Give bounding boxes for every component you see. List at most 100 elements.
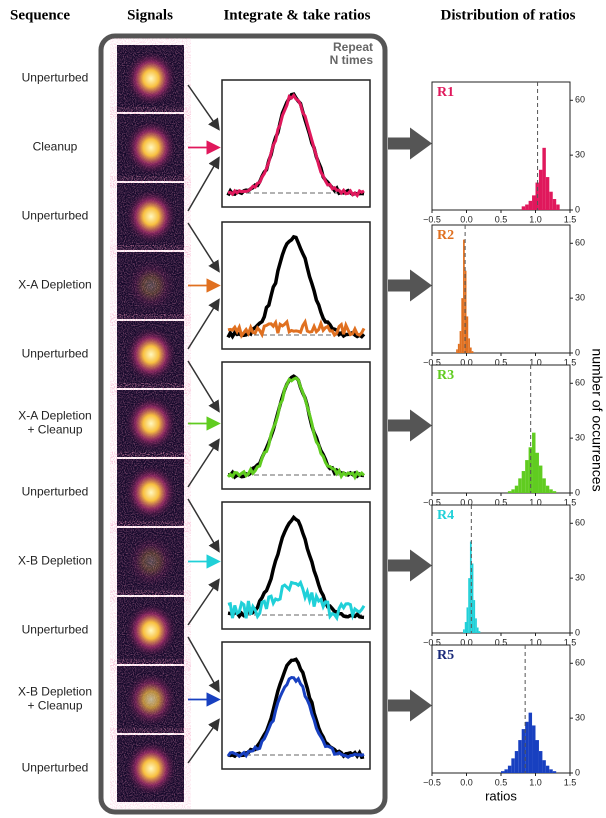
x-tick-label: 1.5	[564, 357, 577, 367]
y-tick-label: 0	[575, 487, 580, 497]
histogram-bar	[466, 607, 469, 633]
x-tick-label: −0.5	[423, 357, 441, 367]
image-blob	[125, 395, 177, 452]
y-tick-label: 0	[575, 347, 580, 357]
sequence-label: + Cleanup	[27, 423, 82, 437]
histogram-bar	[507, 491, 512, 493]
histogram-bar	[469, 347, 472, 353]
y-tick-label: 60	[575, 658, 585, 668]
y-tick-label: 30	[575, 433, 585, 443]
image-blob	[125, 602, 177, 659]
histogram-bar	[468, 578, 470, 633]
histogram-bar	[469, 541, 472, 633]
arrow	[187, 578, 220, 626]
histogram-bar	[521, 471, 526, 493]
y-tick-label: 60	[575, 518, 585, 528]
histogram-bar	[507, 765, 512, 773]
trace-panel	[221, 361, 371, 490]
histogram-bar	[535, 452, 539, 493]
histogram-bar	[538, 169, 543, 210]
histogram-bar	[463, 239, 465, 353]
histogram-bar	[549, 489, 553, 493]
histogram-bar	[518, 740, 522, 773]
histogram-bar	[538, 465, 543, 493]
x-tick-label: −0.5	[423, 214, 441, 224]
histogram-bar	[525, 721, 529, 773]
x-tick-label: −0.5	[423, 637, 441, 647]
signal-image	[117, 45, 184, 112]
histogram-bar	[475, 618, 477, 633]
histogram-bar	[545, 485, 550, 493]
y-tick-label: 60	[575, 378, 585, 388]
y-tick-label: 0	[575, 627, 580, 637]
histogram-bar	[468, 338, 470, 353]
histogram-bar	[466, 316, 469, 353]
histogram-bar	[511, 489, 515, 493]
image-blob	[125, 671, 177, 728]
arrow	[187, 222, 220, 273]
trace-panel	[221, 641, 371, 770]
signal-image	[117, 528, 184, 595]
signal-image	[117, 459, 184, 526]
arrow	[187, 636, 220, 693]
histogram-bar	[532, 432, 536, 493]
image-blob	[125, 119, 177, 176]
histogram-bar	[521, 206, 526, 210]
histogram-bar	[532, 195, 536, 210]
x-tick-label: 0.5	[495, 214, 508, 224]
sequence-label: Unperturbed	[22, 71, 89, 85]
arrow	[187, 360, 220, 413]
sequence-label: X-A Depletion	[18, 409, 91, 423]
sequence-label: Unperturbed	[22, 485, 89, 499]
x-tick-label: 1.5	[564, 497, 577, 507]
y-tick-label: 60	[575, 95, 585, 105]
signal-image	[117, 183, 184, 250]
sequence-label: + Cleanup	[27, 699, 82, 713]
histogram-bar	[552, 199, 557, 210]
header: Integrate & take ratios	[223, 7, 370, 23]
histogram-bar	[549, 769, 553, 773]
x-tick-label: 0.5	[495, 637, 508, 647]
sequence-label: Unperturbed	[22, 623, 89, 637]
histogram-bar	[545, 765, 550, 773]
signal-image	[117, 390, 184, 457]
x-tick-label: 1.0	[529, 777, 542, 787]
sequence-label: Unperturbed	[22, 347, 89, 361]
histogram-bar	[478, 631, 481, 633]
histogram-bar	[542, 147, 546, 210]
ratio-trace	[226, 376, 366, 481]
histogram-title: R2	[437, 228, 454, 243]
x-tick-label: 0.5	[495, 497, 508, 507]
repeat-box	[98, 33, 388, 815]
signal-image	[117, 252, 184, 319]
sequence-label: X-A Depletion	[18, 278, 91, 292]
trace-panel	[221, 79, 371, 208]
arrow	[187, 298, 220, 350]
plot-frame	[431, 504, 571, 634]
reference-trace	[226, 234, 366, 340]
histogram-bar	[552, 491, 557, 493]
signal-image	[117, 735, 184, 802]
histogram-bar	[542, 478, 546, 493]
plot-frame	[431, 644, 571, 774]
histogram-bar	[556, 204, 560, 210]
sequence-label: X-B Depletion	[18, 685, 92, 699]
x-tick-label: 1.5	[564, 637, 577, 647]
histogram-title: R5	[437, 648, 454, 663]
arrow	[187, 718, 220, 764]
x-tick-label: 1.0	[529, 214, 542, 224]
histogram-bar	[528, 200, 533, 210]
x-tick-label: 0.0	[460, 637, 473, 647]
image-blob	[125, 464, 177, 521]
histogram-bar	[501, 771, 505, 773]
signal-image	[117, 597, 184, 664]
histogram-bar	[545, 177, 550, 210]
histogram-title: R3	[437, 368, 454, 383]
x-tick-label: 1.0	[529, 497, 542, 507]
x-tick-label: 0.5	[495, 777, 508, 787]
x-tick-label: 0.0	[460, 357, 473, 367]
y-tick-label: 30	[575, 150, 585, 160]
histogram-bar	[525, 204, 529, 210]
big-arrow	[388, 127, 432, 160]
signal-image	[117, 666, 184, 733]
